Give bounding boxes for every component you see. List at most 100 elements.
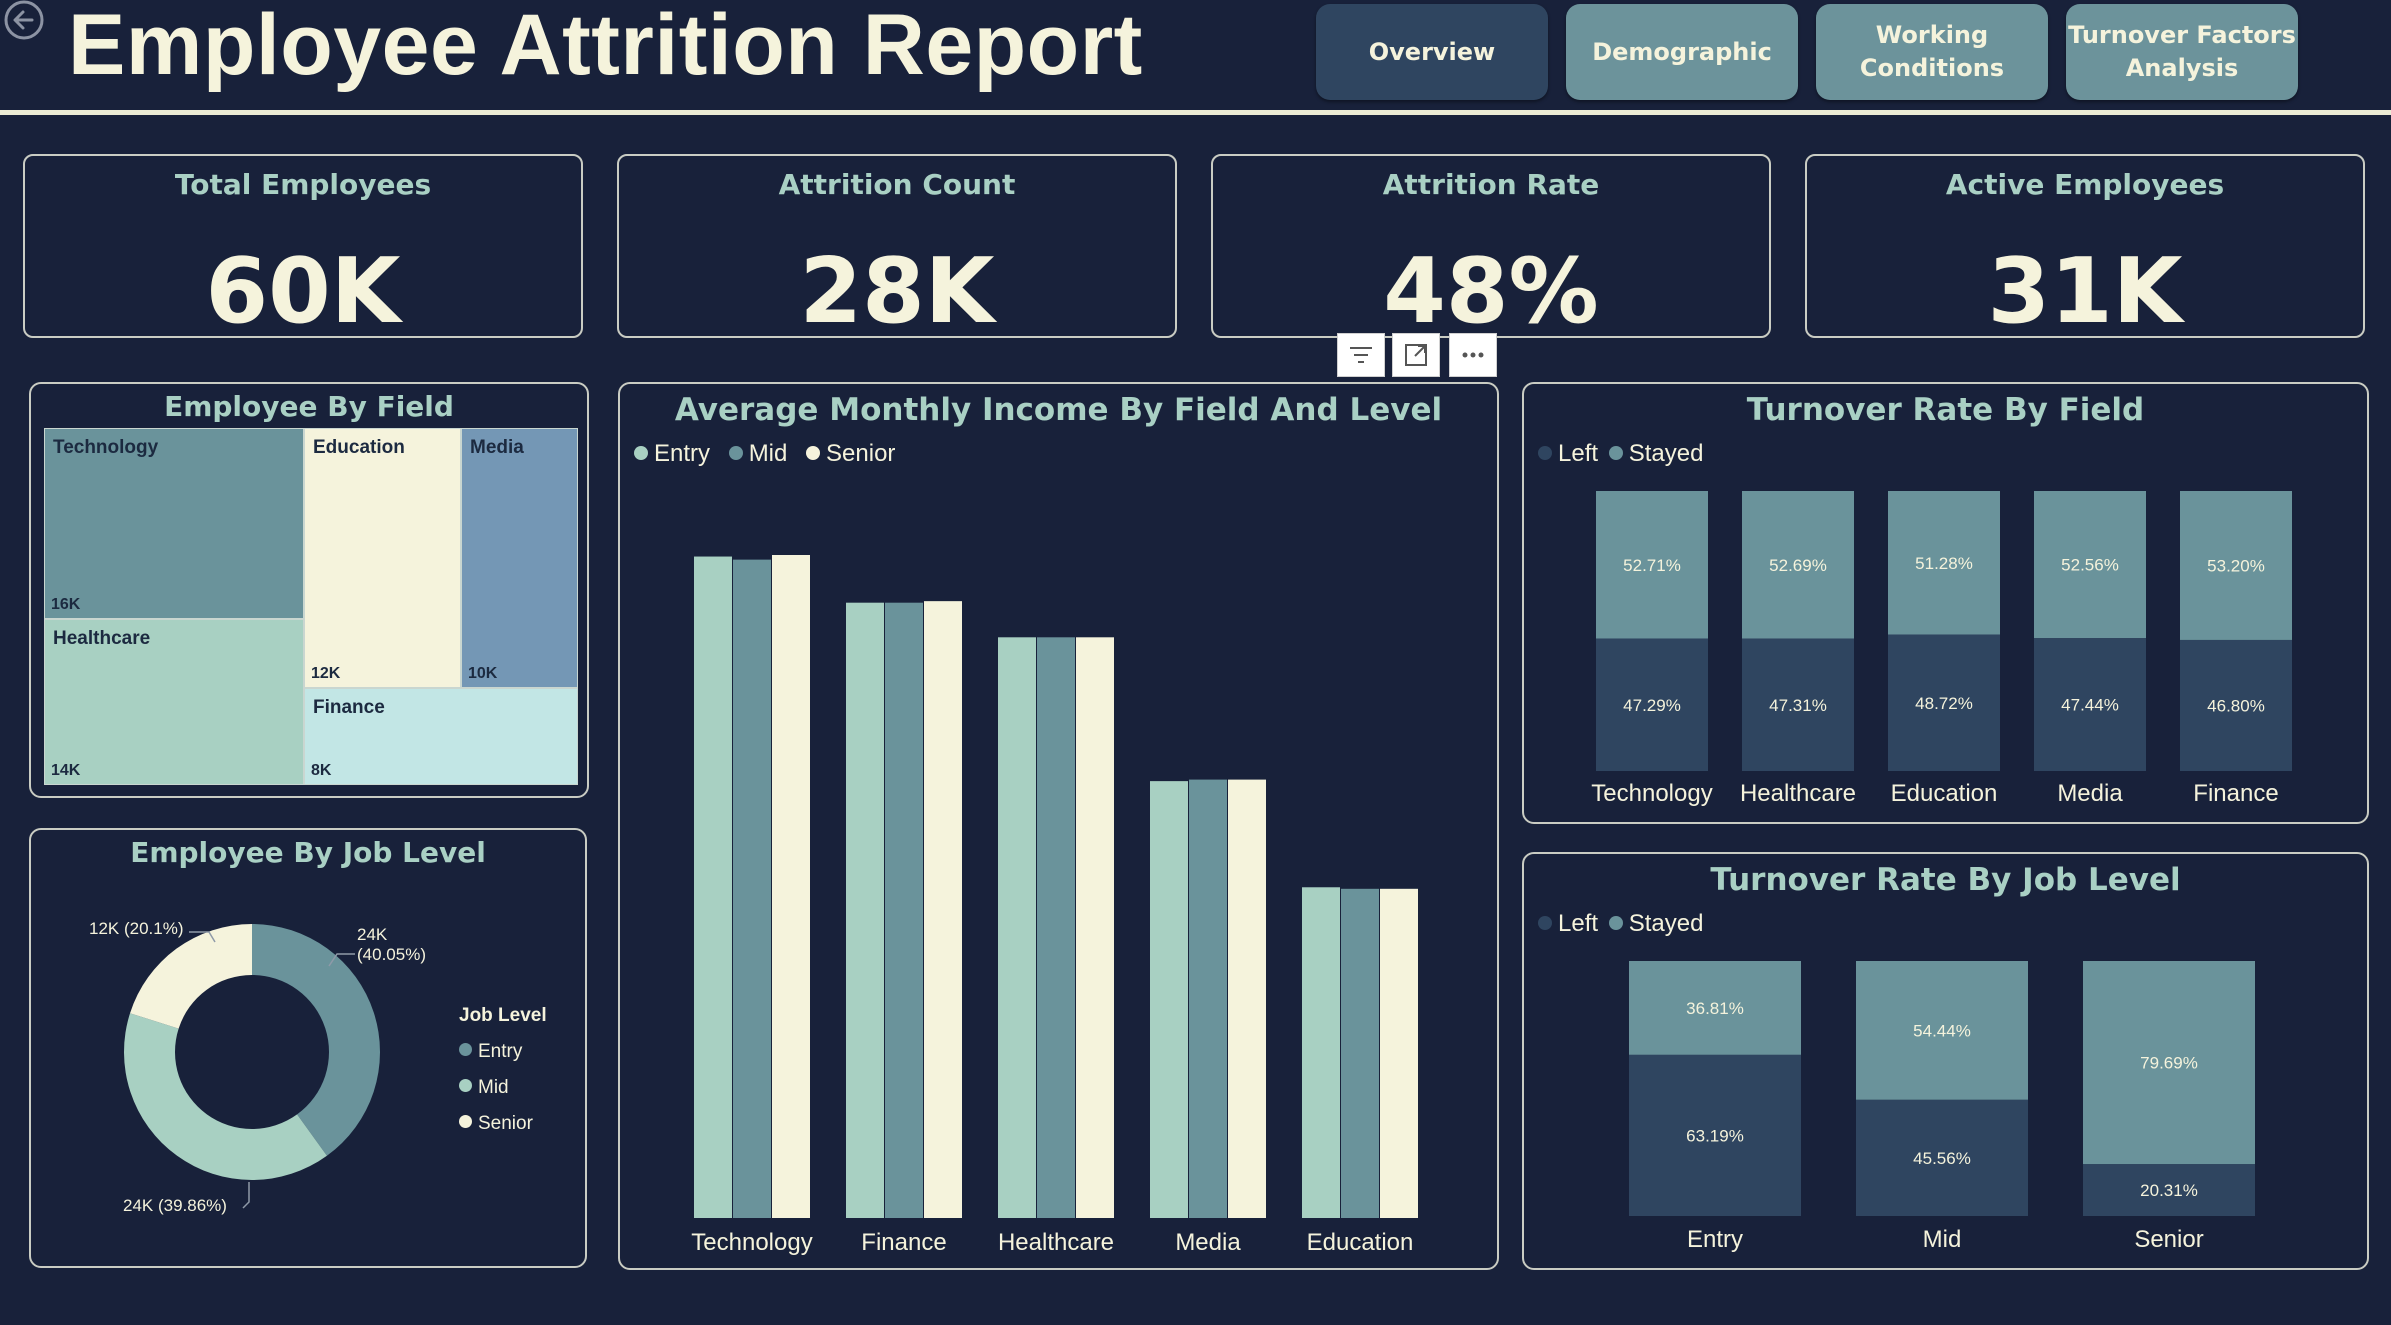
legend-item-left[interactable]: Left xyxy=(1538,440,1598,467)
data-label-stayed: 54.44% xyxy=(1913,1021,1971,1040)
kpi-card-attrition-count[interactable]: Attrition Count 28K xyxy=(617,154,1177,342)
bar-education-left[interactable] xyxy=(1888,634,2000,771)
kpi-label: Attrition Count xyxy=(778,168,1016,201)
legend-item-senior[interactable]: Senior xyxy=(806,440,895,467)
legend-item-entry[interactable]: Entry xyxy=(459,1034,547,1070)
kpi-card-total-employees[interactable]: Total Employees 60K xyxy=(23,154,583,342)
x-tick-label: Healthcare xyxy=(1740,780,1856,807)
bar-finance-mid[interactable] xyxy=(885,602,923,1218)
more-options-icon[interactable] xyxy=(1449,333,1497,377)
chart-title: Employee By Field xyxy=(164,390,454,423)
bar-healthcare-stayed[interactable] xyxy=(1742,491,1854,639)
bar-mid-stayed[interactable] xyxy=(1856,961,2028,1100)
legend-label: Left xyxy=(1558,440,1599,467)
data-label-left: 63.19% xyxy=(1686,1126,1744,1145)
legend-item-mid[interactable]: Mid xyxy=(459,1070,547,1106)
bar-mid-left[interactable] xyxy=(1856,1099,2028,1216)
tile-value: 16K xyxy=(51,596,81,613)
kpi-card-active-employees[interactable]: Active Employees 31K xyxy=(1805,154,2365,342)
bar-education-mid[interactable] xyxy=(1341,888,1379,1218)
bar-entry-stayed[interactable] xyxy=(1629,961,1801,1055)
x-tick-label: Finance xyxy=(861,1229,946,1256)
legend-label: Stayed xyxy=(1628,440,1704,467)
income-bar-chart: Technology Finance Healthcare Media Educatio… xyxy=(691,555,1418,1256)
donut-slice-senior[interactable] xyxy=(130,924,252,1029)
tile-value: 12K xyxy=(311,665,341,682)
legend-label: Senior xyxy=(478,1113,533,1134)
bar-finance-entry[interactable] xyxy=(846,602,884,1218)
donut-slice-mid[interactable] xyxy=(124,1013,327,1180)
legend-item-stayed[interactable]: Stayed xyxy=(1608,440,1704,467)
legend-item-mid[interactable]: Mid xyxy=(728,440,788,467)
donut-slice-entry[interactable] xyxy=(252,924,380,1156)
x-tick-label: Education xyxy=(1307,1229,1414,1256)
bar-media-mid[interactable] xyxy=(1189,779,1227,1218)
data-label-stayed: 36.81% xyxy=(1686,999,1744,1018)
bar-media-stayed[interactable] xyxy=(2034,491,2146,639)
focus-mode-icon[interactable] xyxy=(1392,333,1440,377)
kpi-card-attrition-rate[interactable]: Attrition Rate 48% xyxy=(1211,154,1771,342)
header-divider xyxy=(0,110,2391,115)
bar-media-left[interactable] xyxy=(2034,638,2146,771)
x-tick-label: Senior xyxy=(2134,1226,2203,1253)
turnover-field-legend: Left Stayed xyxy=(1538,440,1715,468)
bar-technology-senior[interactable] xyxy=(772,555,810,1218)
donut-legend: Job Level Entry Mid Senior xyxy=(459,998,547,1142)
bar-finance-stayed[interactable] xyxy=(2180,491,2292,640)
bar-technology-stayed[interactable] xyxy=(1596,491,1708,639)
panel-turnover-by-job-level: Turnover Rate By Job Level Left Stayed 3… xyxy=(1522,852,2369,1270)
legend-label: Left xyxy=(1558,910,1599,937)
donut-label-entry: 24K xyxy=(357,925,388,944)
bar-education-stayed[interactable] xyxy=(1888,491,2000,635)
bar-finance-senior[interactable] xyxy=(924,601,962,1218)
x-tick-label: Education xyxy=(1891,780,1998,807)
bar-education-entry[interactable] xyxy=(1302,887,1340,1218)
bar-senior-left[interactable] xyxy=(2083,1164,2255,1216)
data-label-left: 47.44% xyxy=(2061,696,2119,715)
data-label-left: 47.29% xyxy=(1623,696,1681,715)
treemap-tile-finance[interactable]: Finance 8K xyxy=(304,688,578,785)
bar-technology-mid[interactable] xyxy=(733,559,771,1218)
bar-healthcare-entry[interactable] xyxy=(998,637,1036,1218)
back-arrow-icon[interactable] xyxy=(2,0,46,44)
kpi-value: 28K xyxy=(799,239,995,344)
nav-demographic-button[interactable]: Demographic xyxy=(1566,4,1798,100)
nav-turnover-factors-button[interactable]: Turnover Factors Analysis xyxy=(2066,4,2298,100)
donut-label-senior: 12K (20.1%) xyxy=(89,919,184,938)
tile-value: 8K xyxy=(311,762,332,779)
nav-overview-button[interactable]: Overview xyxy=(1316,4,1548,100)
bar-education-senior[interactable] xyxy=(1380,888,1418,1218)
bar-healthcare-left[interactable] xyxy=(1742,638,1854,771)
legend-item-stayed[interactable]: Stayed xyxy=(1608,910,1703,937)
data-label-left: 46.80% xyxy=(2207,696,2265,715)
turnover-level-legend: Left Stayed xyxy=(1538,910,1715,938)
bar-finance-left[interactable] xyxy=(2180,639,2292,771)
tile-value: 10K xyxy=(468,665,498,682)
bar-entry-left[interactable] xyxy=(1629,1054,1801,1216)
bar-senior-stayed[interactable] xyxy=(2083,961,2255,1165)
bar-healthcare-mid[interactable] xyxy=(1037,637,1075,1218)
data-label-stayed: 52.71% xyxy=(1623,556,1681,575)
legend-item-senior[interactable]: Senior xyxy=(459,1106,547,1142)
legend-item-left[interactable]: Left xyxy=(1538,910,1598,937)
legend-title: Job Level xyxy=(459,1005,547,1026)
donut-chart: 24K(40.05%) 24K (39.86%) 12K (20.1%) xyxy=(89,919,426,1215)
treemap-tile-education[interactable]: Education 12K xyxy=(304,428,461,688)
tile-name: Technology xyxy=(53,437,159,458)
bar-media-entry[interactable] xyxy=(1150,781,1188,1218)
treemap-tile-healthcare[interactable]: Healthcare 14K xyxy=(44,619,304,785)
treemap-tile-media[interactable]: Media 10K xyxy=(461,428,578,688)
legend-label: Mid xyxy=(748,440,788,467)
legend-item-entry[interactable]: Entry xyxy=(634,440,710,467)
kpi-label: Attrition Rate xyxy=(1382,168,1600,201)
treemap-tile-technology[interactable]: Technology 16K xyxy=(44,428,304,619)
legend-label: Entry xyxy=(654,440,711,467)
bar-technology-left[interactable] xyxy=(1596,638,1708,771)
bar-media-senior[interactable] xyxy=(1228,779,1266,1218)
nav-working-conditions-button[interactable]: Working Conditions xyxy=(1816,4,2048,100)
filter-icon[interactable] xyxy=(1337,333,1385,377)
bar-healthcare-senior[interactable] xyxy=(1076,637,1114,1218)
bar-technology-entry[interactable] xyxy=(694,556,732,1218)
data-label-left: 20.31% xyxy=(2140,1181,2198,1200)
x-tick-label: Technology xyxy=(1591,780,1712,807)
